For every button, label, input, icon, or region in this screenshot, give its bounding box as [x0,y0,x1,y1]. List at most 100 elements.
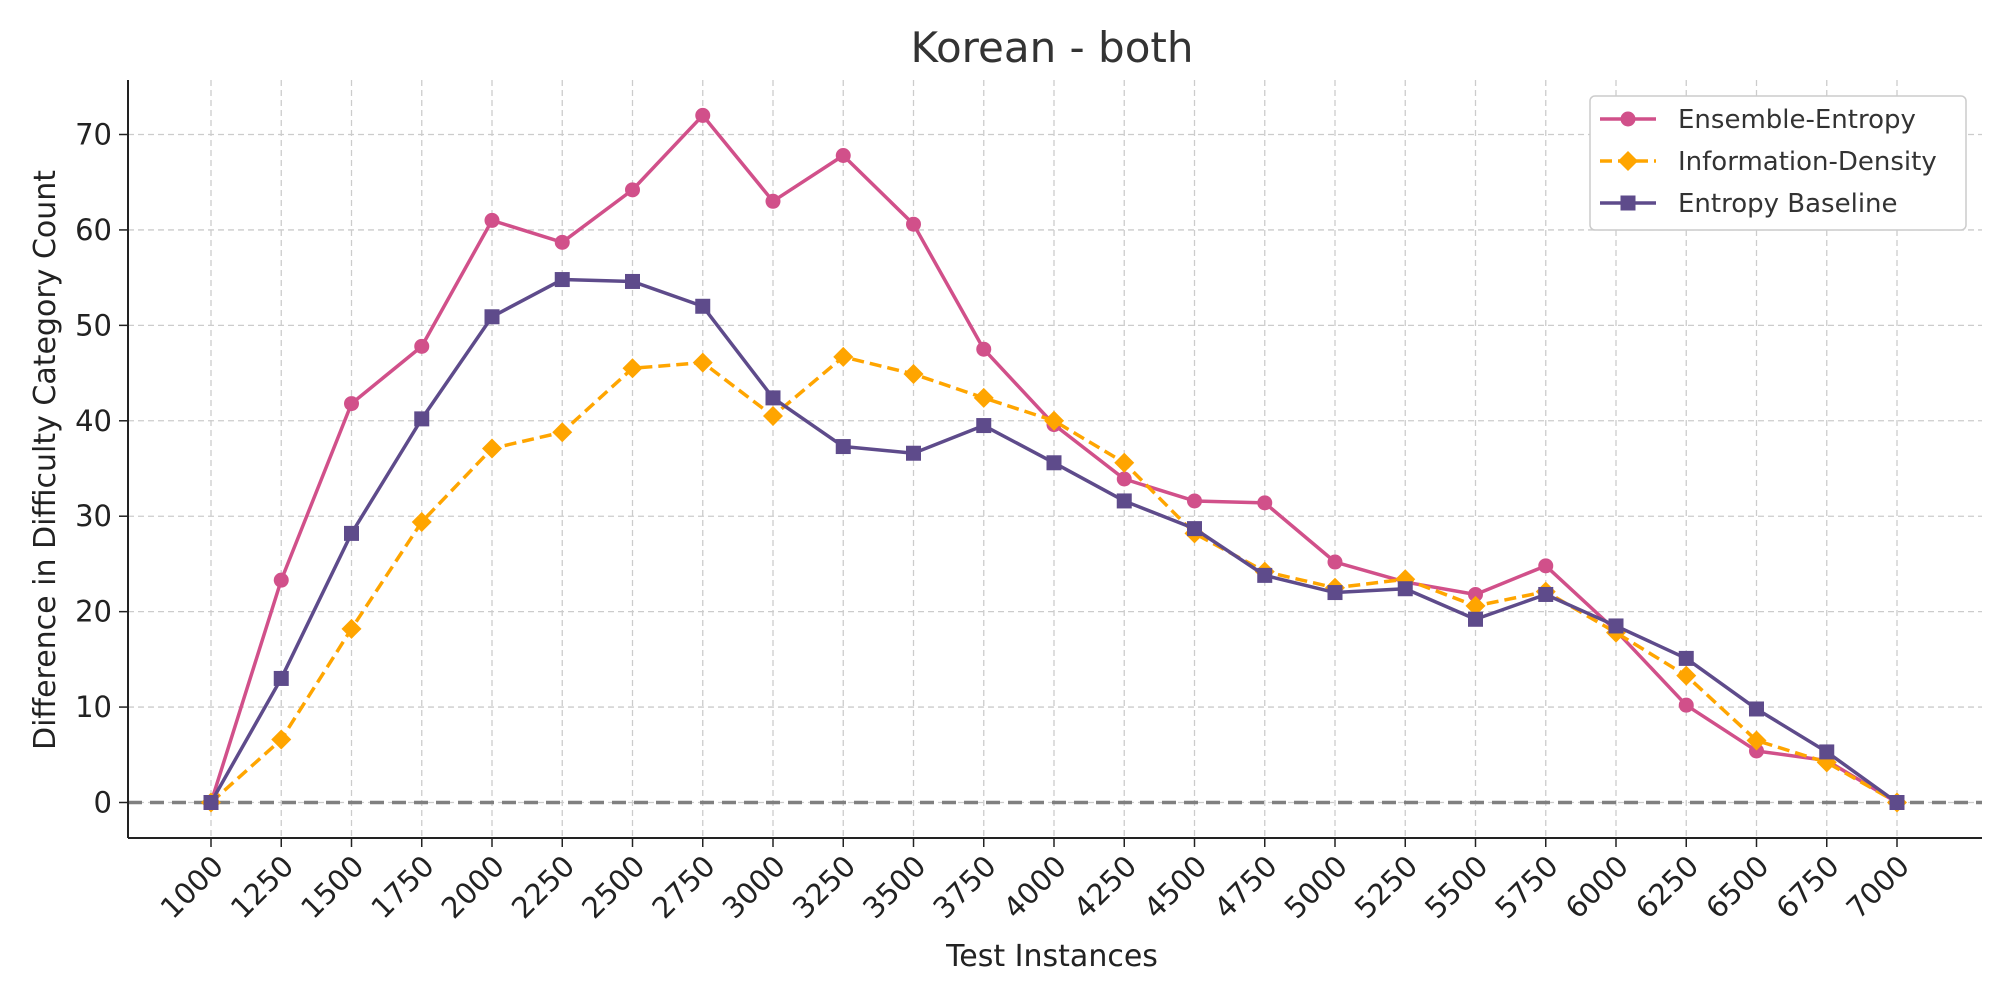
data-point [482,438,502,459]
x-tick-label: 1000 [154,849,230,925]
data-point [273,670,289,686]
x-tick-label: 2250 [505,849,581,925]
data-point [1116,493,1132,509]
chart-title: Korean - both [911,23,1194,72]
x-tick-label: 1500 [294,849,370,925]
data-point [833,346,854,367]
data-point [903,364,924,385]
y-tick-label: 50 [75,308,112,342]
data-point [835,439,851,455]
x-tick-label: 1250 [224,849,300,925]
data-point [1889,795,1905,810]
data-point [554,272,570,288]
data-point [203,795,219,810]
y-tick-label: 30 [75,499,112,533]
legend-frame [1589,95,1967,231]
x-tick-label: 6000 [1559,849,1635,925]
legend-label: Ensemble-Entropy [1678,105,1916,135]
data-point [1678,697,1694,713]
data-point [1468,586,1483,602]
data-point [1257,495,1273,511]
data-point [1114,452,1135,473]
data-point [1187,521,1202,537]
data-point [1116,471,1132,487]
data-point [622,358,643,379]
data-point [692,352,713,373]
data-point [835,147,851,163]
data-point [1746,730,1767,751]
data-point [906,216,921,232]
data-point [344,525,359,541]
legend-swatch-marker [1620,195,1636,211]
data-point [414,411,430,427]
data-point [273,572,289,588]
data-point [1538,558,1554,574]
data-point [1046,455,1062,471]
x-tick-label: 6750 [1769,849,1845,925]
y-axis-title: Difference in Difficulty Category Count [28,170,63,750]
data-point [1538,586,1554,602]
data-point [976,341,992,357]
data-point [344,396,359,412]
x-tick-label: 5750 [1488,849,1564,925]
x-tick-label: 4750 [1207,849,1283,925]
data-point [625,273,640,289]
data-point [1397,581,1413,597]
data-point [765,193,781,209]
data-point [414,338,430,354]
data-point [1819,744,1835,760]
data-point [1257,567,1273,583]
data-point [1749,701,1764,717]
data-point [695,107,711,123]
data-point [1468,611,1483,627]
x-tick-label: 5250 [1348,849,1424,925]
x-tick-label: 5500 [1418,849,1494,925]
legend: Ensemble-Entropy Information-Density Entro… [1589,95,1967,231]
data-point [1327,554,1343,570]
data-point [765,390,781,406]
data-point [1327,585,1343,601]
x-tick-label: 4500 [1137,849,1213,925]
y-tick-label: 10 [75,690,112,724]
data-point [1608,618,1624,634]
x-tick-label: 3250 [786,849,862,925]
x-tick-label: 4250 [1067,849,1143,925]
data-point [625,182,640,198]
data-point [763,406,783,427]
legend-label: Entropy Baseline [1678,189,1898,219]
x-axis-title: Test Instances [945,939,1158,974]
data-point [271,729,292,750]
data-point [973,387,994,408]
series-group [201,107,1907,813]
data-point [1044,410,1064,431]
data-point [552,422,573,443]
data-point [1187,493,1202,509]
y-tick-label: 40 [75,404,112,438]
x-tick-label: 5000 [1278,849,1354,925]
x-tick-label: 2750 [645,849,721,925]
x-tick-label: 4000 [997,849,1073,925]
legend-swatch-marker [1618,151,1638,171]
x-tick-label: 1750 [364,849,440,925]
data-point [1676,665,1697,686]
series-entropy-baseline [203,272,1905,810]
data-point [554,234,570,250]
legend-label: Information-Density [1678,147,1937,177]
x-tick-label: 6500 [1699,849,1775,925]
x-tick-label: 3750 [926,849,1002,925]
x-tick-label: 2000 [435,849,511,925]
data-point [411,511,432,532]
data-point [906,445,921,461]
x-tick-label: 3500 [856,849,932,925]
x-tick-label: 6250 [1629,849,1705,925]
data-point [341,618,362,639]
legend-swatch-marker [1620,111,1636,127]
y-tick-label: 60 [75,213,112,247]
data-point [1749,743,1764,759]
y-tick-label: 20 [75,595,112,629]
x-tick-label: 2500 [575,849,651,925]
data-point [1678,650,1694,666]
y-tick-label: 70 [75,118,112,152]
